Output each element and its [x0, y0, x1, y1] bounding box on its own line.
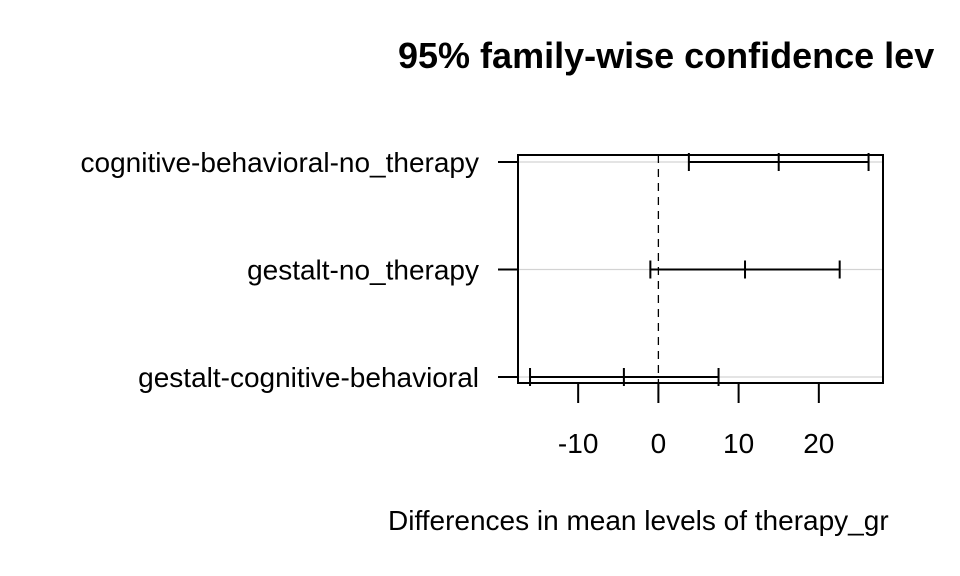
x-axis: -10 0 10 20 [558, 383, 834, 459]
x-tick-label: 20 [803, 428, 834, 459]
x-axis-label: Differences in mean levels of therapy_gr [388, 505, 889, 536]
x-tick-label: 0 [651, 428, 667, 459]
x-tick-label: 10 [723, 428, 754, 459]
x-tick-label: -10 [558, 428, 598, 459]
comparison-label: gestalt-cognitive-behavioral [138, 362, 479, 393]
comparison-labels: cognitive-behavioral-no_therapy gestalt-n… [81, 147, 518, 393]
comparison-label: gestalt-no_therapy [247, 255, 479, 286]
comparison-label: cognitive-behavioral-no_therapy [81, 147, 479, 178]
chart-title: 95% family-wise confidence lev [398, 35, 934, 76]
